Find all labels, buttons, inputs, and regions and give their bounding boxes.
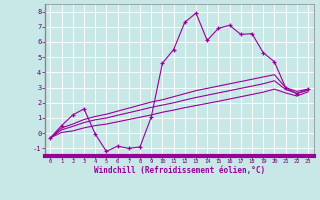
X-axis label: Windchill (Refroidissement éolien,°C): Windchill (Refroidissement éolien,°C) bbox=[94, 166, 265, 175]
